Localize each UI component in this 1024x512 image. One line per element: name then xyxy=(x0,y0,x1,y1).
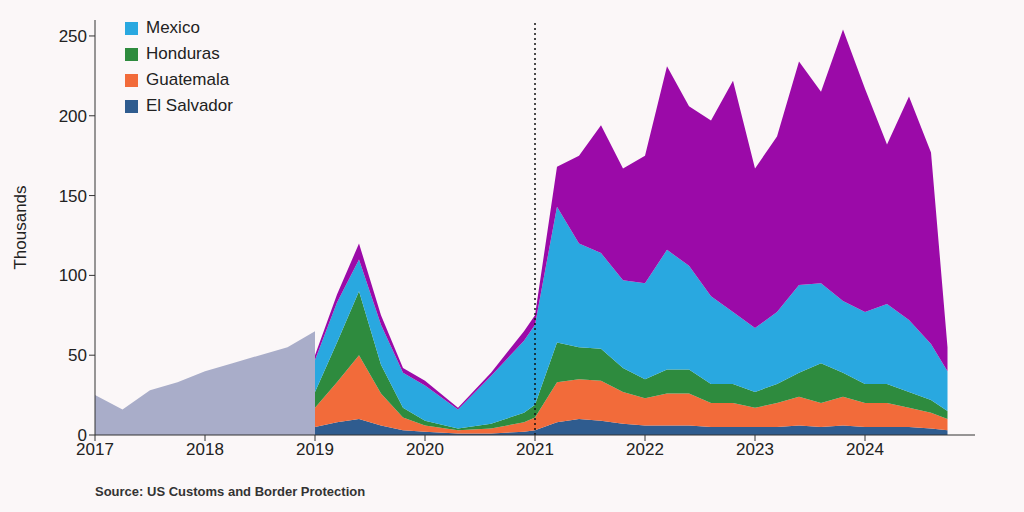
svg-text:250: 250 xyxy=(59,27,87,46)
svg-text:2018: 2018 xyxy=(186,440,224,459)
html-text:Honduras: Honduras xyxy=(146,44,220,63)
html-text:El Salvador: El Salvador xyxy=(146,96,233,115)
svg-text:50: 50 xyxy=(68,346,87,365)
svg-text:2019: 2019 xyxy=(296,440,334,459)
svg-text:0: 0 xyxy=(78,426,87,445)
svg-text:2023: 2023 xyxy=(736,440,774,459)
svg-text:2017: 2017 xyxy=(76,440,114,460)
svg-text:Thousands: Thousands xyxy=(11,185,30,269)
svg-text:2022: 2022 xyxy=(626,440,664,459)
svg-text:2020: 2020 xyxy=(406,440,444,459)
html-text:Mexico: Mexico xyxy=(146,18,200,37)
svg-text:100: 100 xyxy=(59,266,87,285)
svg-text:200: 200 xyxy=(59,107,87,126)
svg-text:2024: 2024 xyxy=(846,440,884,459)
svg-text:150: 150 xyxy=(59,187,87,206)
html-text:Source: US Customs and Border: Source: US Customs and Border Protection xyxy=(95,484,366,499)
html-text:Guatemala: Guatemala xyxy=(146,70,230,89)
svg-text:2021: 2021 xyxy=(516,440,554,459)
